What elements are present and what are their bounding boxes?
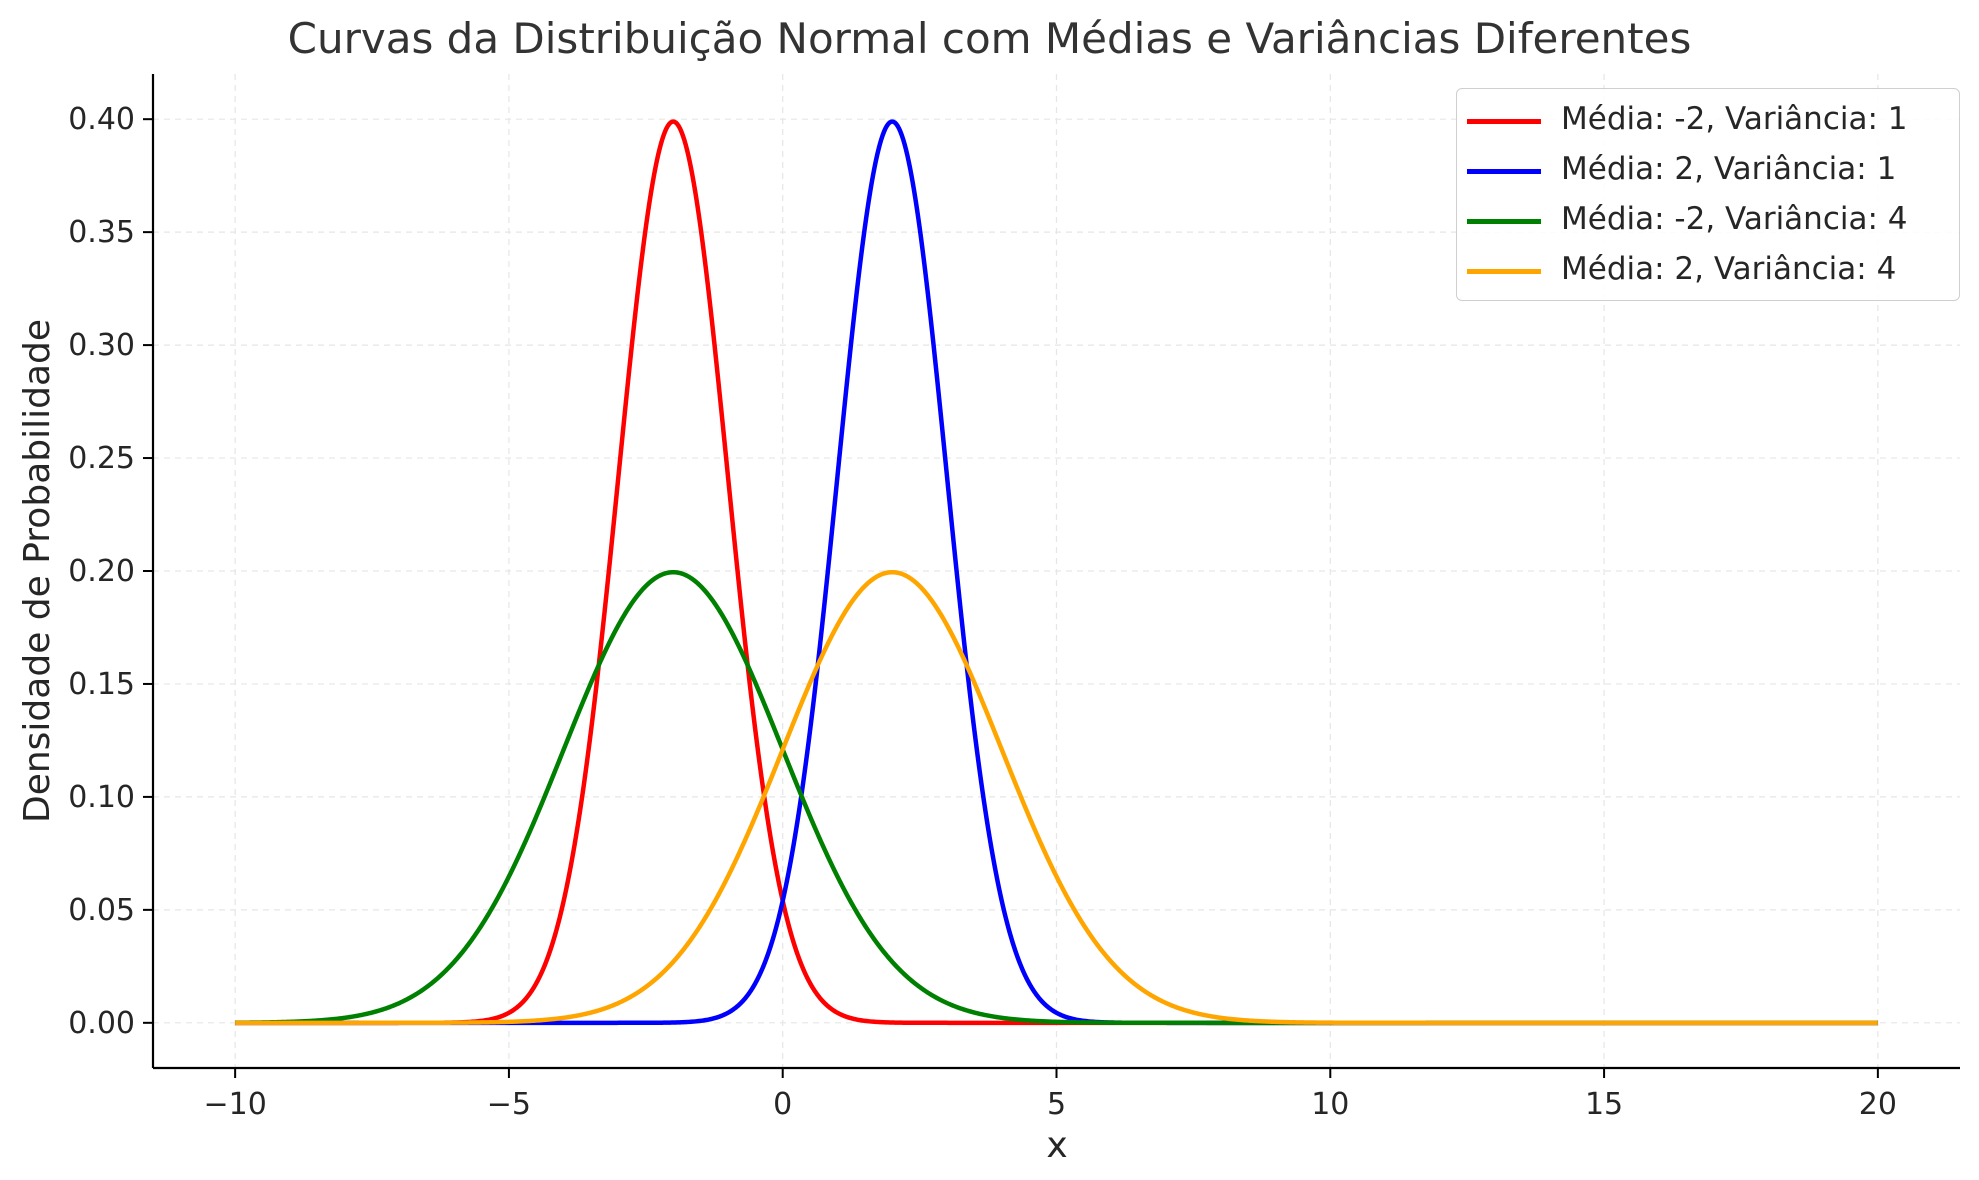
y-tick-label: 0.00 bbox=[68, 1006, 135, 1041]
legend: Média: -2, Variância: 1 Média: 2, Variânc… bbox=[1456, 88, 1960, 301]
legend-label: Média: 2, Variância: 1 bbox=[1561, 151, 1897, 187]
y-tick-label: 0.40 bbox=[68, 102, 135, 137]
legend-swatch bbox=[1467, 269, 1541, 274]
x-tick-label: 15 bbox=[1585, 1087, 1623, 1122]
y-tick-label: 0.10 bbox=[68, 780, 135, 815]
legend-swatch bbox=[1467, 119, 1541, 124]
y-tick-label: 0.05 bbox=[68, 893, 135, 928]
x-axis-label: x bbox=[1046, 1125, 1067, 1166]
legend-item: Média: 2, Variância: 4 bbox=[1457, 247, 1959, 297]
x-tick-label: −5 bbox=[487, 1087, 531, 1122]
legend-item: Média: 2, Variância: 1 bbox=[1457, 147, 1959, 197]
x-tick-label: 0 bbox=[773, 1087, 792, 1122]
chart-title: Curvas da Distribuição Normal com Médias… bbox=[287, 14, 1692, 63]
x-tick-label: 10 bbox=[1311, 1087, 1349, 1122]
y-tick-label: 0.30 bbox=[68, 328, 135, 363]
y-axis-label: Densidade de Probabilidade bbox=[17, 319, 58, 823]
legend-label: Média: -2, Variância: 1 bbox=[1561, 101, 1908, 137]
series-lines bbox=[234, 119, 1879, 1026]
y-tick-label: 0.25 bbox=[68, 441, 135, 476]
legend-swatch bbox=[1467, 219, 1541, 224]
legend-label: Média: -2, Variância: 4 bbox=[1561, 201, 1908, 237]
legend-swatch bbox=[1467, 169, 1541, 174]
x-tick-label: 20 bbox=[1859, 1087, 1897, 1122]
y-tick-label: 0.20 bbox=[68, 554, 135, 589]
series-line bbox=[234, 569, 1879, 1026]
x-tick-label: 5 bbox=[1047, 1087, 1066, 1122]
x-axis-ticks: −10 −5 0 5 10 15 20 bbox=[203, 1068, 1897, 1122]
y-axis-ticks: 0.00 0.05 0.10 0.15 0.20 0.25 0.30 0.35 0.40 bbox=[68, 102, 153, 1041]
legend-item: Média: -2, Variância: 4 bbox=[1457, 197, 1959, 247]
y-tick-label: 0.15 bbox=[68, 667, 135, 702]
legend-item: Média: -2, Variância: 1 bbox=[1457, 97, 1959, 147]
x-tick-label: −10 bbox=[203, 1087, 266, 1122]
legend-label: Média: 2, Variância: 4 bbox=[1561, 251, 1897, 287]
y-tick-label: 0.35 bbox=[68, 215, 135, 250]
